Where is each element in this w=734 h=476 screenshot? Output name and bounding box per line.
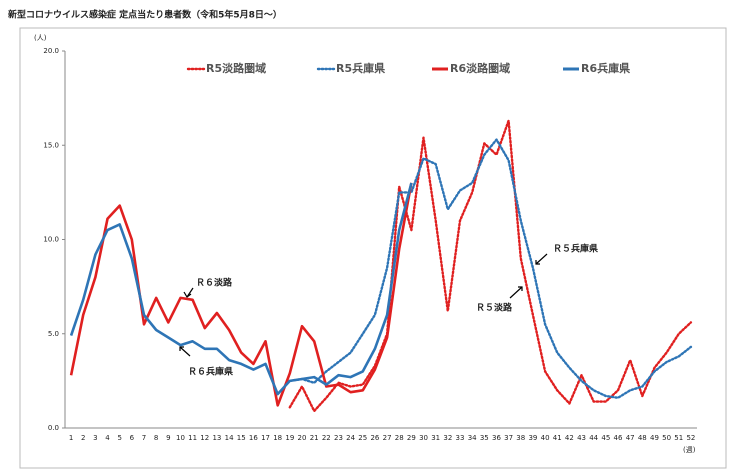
chart-title: 新型コロナウイルス感染症 定点当たり患者数（令和5年5月8日～） xyxy=(8,9,282,21)
x-tick-label: 19 xyxy=(285,434,294,442)
arrow xyxy=(509,286,523,299)
legend-label: R6兵庫県 xyxy=(581,61,630,75)
annotation: Ｒ５淡路 xyxy=(476,302,513,314)
x-tick-label: 14 xyxy=(225,434,234,442)
arrow-head xyxy=(179,346,184,351)
x-tick-label: 42 xyxy=(565,434,574,442)
y-tick-label: 5.0 xyxy=(48,330,59,338)
x-tick-label: 23 xyxy=(334,434,343,442)
annotation: Ｒ６淡路 xyxy=(196,277,233,289)
x-tick-label: 39 xyxy=(528,434,537,442)
x-tick-label: 26 xyxy=(370,434,379,442)
x-tick-label: 50 xyxy=(662,434,671,442)
x-tick-label: 9 xyxy=(166,434,170,442)
arrow-head xyxy=(518,286,523,291)
x-tick-label: 32 xyxy=(443,434,452,442)
frame xyxy=(19,27,727,469)
x-tick-label: 18 xyxy=(273,434,282,442)
x-tick-label: 29 xyxy=(407,434,416,442)
legend-label: R5兵庫県 xyxy=(336,61,385,75)
x-tick-label: 40 xyxy=(541,434,550,442)
x-tick-label: 33 xyxy=(456,434,465,442)
x-tick-label: 16 xyxy=(249,434,258,442)
x-tick-label: 46 xyxy=(614,434,623,442)
x-tick-label: 41 xyxy=(553,434,562,442)
y-axis-label: (人) xyxy=(34,34,47,42)
arrow-head xyxy=(183,291,192,298)
x-tick-label: 17 xyxy=(261,434,270,442)
arrow xyxy=(179,346,191,357)
series-line xyxy=(69,182,413,407)
annotation-arrows xyxy=(179,253,548,357)
x-tick-label: 34 xyxy=(468,434,477,442)
x-tick-label: 11 xyxy=(188,434,197,442)
x-tick-label: 35 xyxy=(480,434,489,442)
x-tick-label: 22 xyxy=(322,434,331,442)
x-tick-label: 4 xyxy=(105,434,110,442)
y-tick-label: 20.0 xyxy=(43,47,59,55)
x-tick-label: 38 xyxy=(516,434,525,442)
x-tick-label: 25 xyxy=(358,434,367,442)
x-tick-label: 52 xyxy=(686,434,695,442)
legend-label: R6淡路圏域 xyxy=(450,61,510,75)
annotation: Ｒ６兵庫県 xyxy=(188,366,233,378)
x-tick-label: 27 xyxy=(383,434,392,442)
x-tick-label: 51 xyxy=(674,434,683,442)
x-tick-label: 1 xyxy=(69,434,73,442)
x-tick-label: 8 xyxy=(154,434,158,442)
x-axis-label: (週) xyxy=(683,445,696,454)
y-tick-label: 0.0 xyxy=(48,424,59,432)
y-tick-label: 10.0 xyxy=(43,236,59,244)
x-tick-label: 3 xyxy=(93,434,97,442)
x-tick-label: 36 xyxy=(492,434,501,442)
series-line xyxy=(69,182,413,396)
x-tick-label: 45 xyxy=(601,434,610,442)
x-tick-label: 30 xyxy=(419,434,428,442)
x-tick-label: 20 xyxy=(298,434,307,442)
x-tick-label: 21 xyxy=(310,434,319,442)
annotation: Ｒ５兵庫県 xyxy=(553,243,598,255)
x-tick-label: 2 xyxy=(81,434,85,442)
x-tick-label: 31 xyxy=(431,434,440,442)
arrow-head xyxy=(535,260,540,265)
x-tick-label: 5 xyxy=(117,434,121,442)
x-tick-label: 6 xyxy=(130,434,135,442)
series-line xyxy=(288,138,693,399)
x-tick-label: 44 xyxy=(589,434,598,442)
x-tick-label: 15 xyxy=(237,434,246,442)
x-tick-label: 13 xyxy=(212,434,221,442)
x-tick-label: 24 xyxy=(346,434,355,442)
x-tick-label: 43 xyxy=(577,434,586,442)
x-tick-label: 10 xyxy=(176,434,185,442)
y-tick-label: 15.0 xyxy=(43,141,59,149)
x-tick-label: 7 xyxy=(142,434,146,442)
x-tick-label: 28 xyxy=(395,434,404,442)
arrow xyxy=(535,253,548,265)
x-tick-label: 37 xyxy=(504,434,513,442)
legend-label: R5淡路圏域 xyxy=(206,61,266,75)
x-tick-label: 12 xyxy=(200,434,209,442)
x-tick-label: 48 xyxy=(638,434,647,442)
x-tick-label: 47 xyxy=(626,434,635,442)
x-tick-label: 49 xyxy=(650,434,659,442)
